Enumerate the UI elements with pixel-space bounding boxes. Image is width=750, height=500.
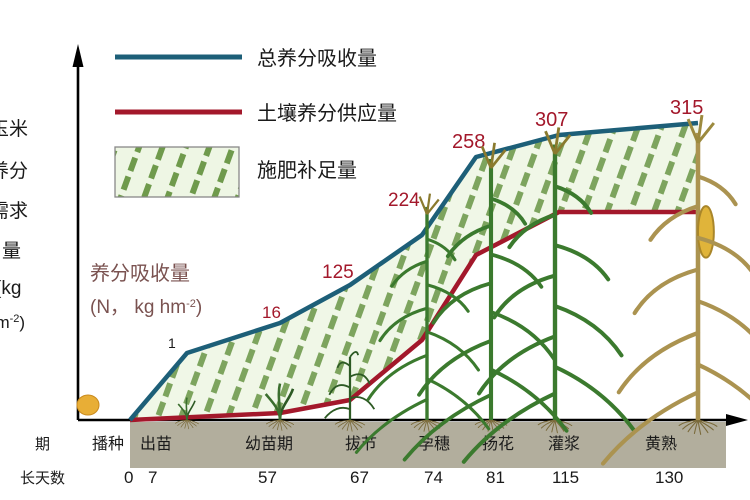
svg-text:(N， kg hm-2): (N， kg hm-2) (90, 297, 202, 318)
svg-text:57: 57 (258, 468, 277, 487)
svg-text:81: 81 (486, 468, 505, 487)
svg-text:玉米: 玉米 (0, 118, 28, 140)
svg-text:总养分吸收量: 总养分吸收量 (257, 47, 377, 70)
svg-text:期: 期 (35, 436, 50, 453)
svg-text:315: 315 (670, 97, 703, 119)
svg-text:黄熟: 黄熟 (645, 435, 677, 453)
svg-text:125: 125 (322, 262, 354, 283)
svg-text:灌浆: 灌浆 (548, 435, 580, 453)
svg-text:130: 130 (655, 468, 683, 487)
svg-text:(kg: (kg (0, 278, 21, 299)
svg-text:0: 0 (124, 468, 133, 487)
svg-text:67: 67 (350, 468, 369, 487)
svg-text:74: 74 (424, 468, 443, 487)
svg-text:施肥补足量: 施肥补足量 (257, 159, 357, 182)
svg-text:幼苗期: 幼苗期 (245, 435, 293, 453)
svg-text:224: 224 (388, 190, 420, 211)
svg-text:出苗: 出苗 (140, 435, 172, 453)
svg-text:拔节: 拔节 (345, 435, 377, 453)
svg-text:养分吸收量: 养分吸收量 (90, 262, 190, 285)
svg-text:土壤养分供应量: 土壤养分供应量 (257, 102, 397, 125)
svg-text:养分: 养分 (0, 160, 28, 182)
svg-text:播种: 播种 (92, 435, 124, 453)
svg-text:需求: 需求 (0, 200, 28, 222)
svg-text:307: 307 (535, 109, 568, 131)
svg-text:长天数: 长天数 (20, 470, 65, 487)
svg-text:1: 1 (168, 335, 176, 351)
svg-text:258: 258 (452, 131, 485, 153)
svg-text:115: 115 (552, 468, 579, 487)
svg-text:量: 量 (2, 241, 21, 262)
svg-text:16: 16 (262, 303, 281, 322)
svg-text:7: 7 (148, 468, 157, 487)
